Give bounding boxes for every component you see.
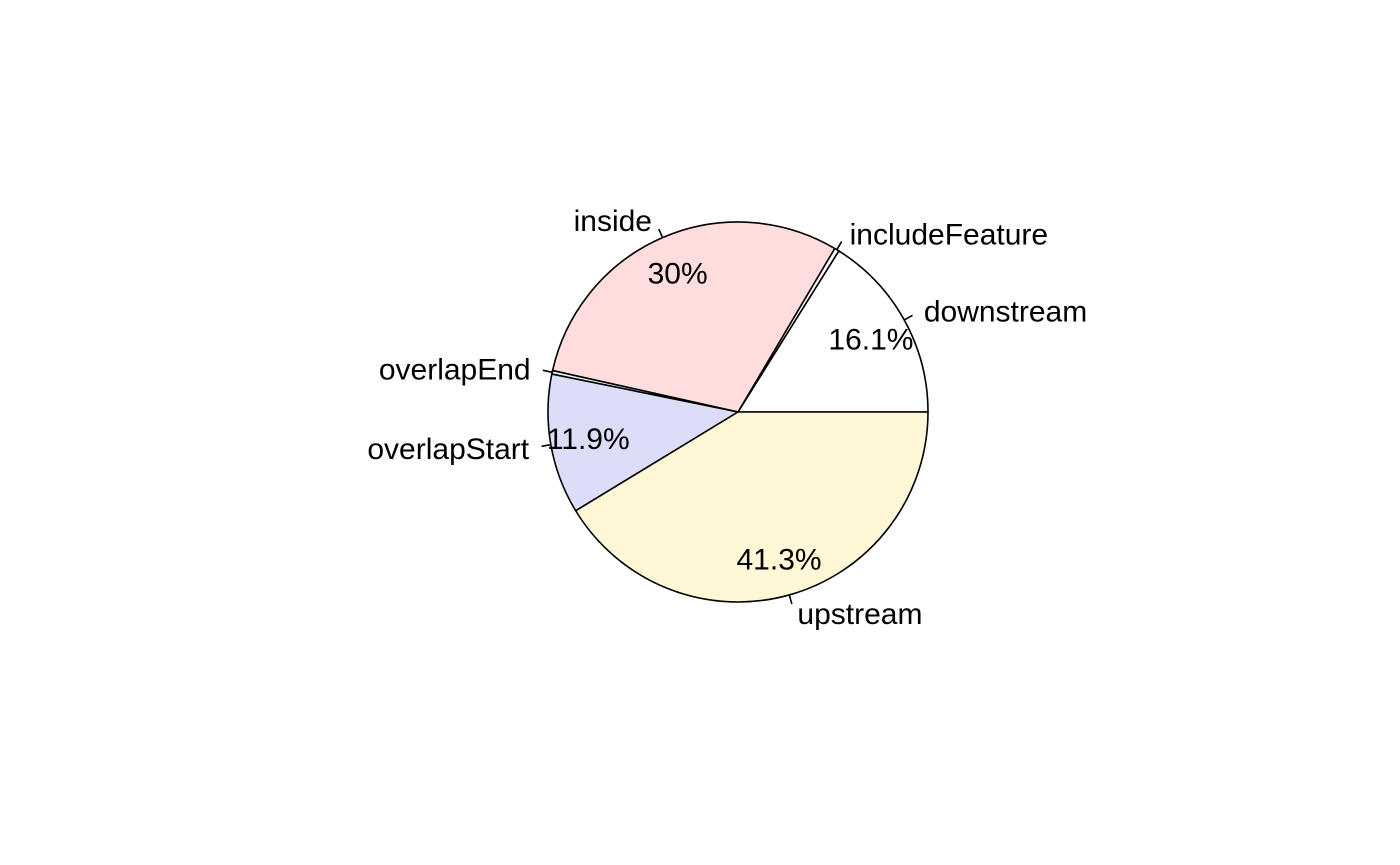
slice-downstream xyxy=(737,250,929,413)
pct-inside: 30% xyxy=(648,258,708,291)
label-upstream: upstream xyxy=(797,598,922,631)
label-include-feature: includeFeature xyxy=(850,218,1048,251)
leader-include-feature xyxy=(836,241,843,251)
leader-overlap-end xyxy=(542,369,553,374)
pct-overlap-start: 11.9% xyxy=(547,423,630,456)
label-overlap-start: overlapStart xyxy=(367,433,529,466)
slice-overlap-start xyxy=(547,373,739,512)
leader-upstream xyxy=(788,594,793,605)
label-downstream: downstream xyxy=(924,296,1087,329)
leader-downstream xyxy=(903,314,913,321)
pct-upstream: 41.3% xyxy=(736,543,821,576)
percentage-labels: 16.1% 30% 11.9% 41.3% xyxy=(547,258,914,577)
slice-inside xyxy=(551,221,836,413)
label-inside: inside xyxy=(574,205,652,238)
leader-overlap-start xyxy=(541,443,551,448)
label-leader-lines xyxy=(541,228,913,605)
leader-inside xyxy=(658,228,664,238)
pct-downstream: 16.1% xyxy=(828,323,913,356)
slice-upstream xyxy=(574,411,929,603)
pie-slices xyxy=(547,221,929,603)
slice-labels: downstream includeFeature inside overlapEnd… xyxy=(367,205,1087,631)
label-overlap-end: overlapEnd xyxy=(379,353,531,386)
